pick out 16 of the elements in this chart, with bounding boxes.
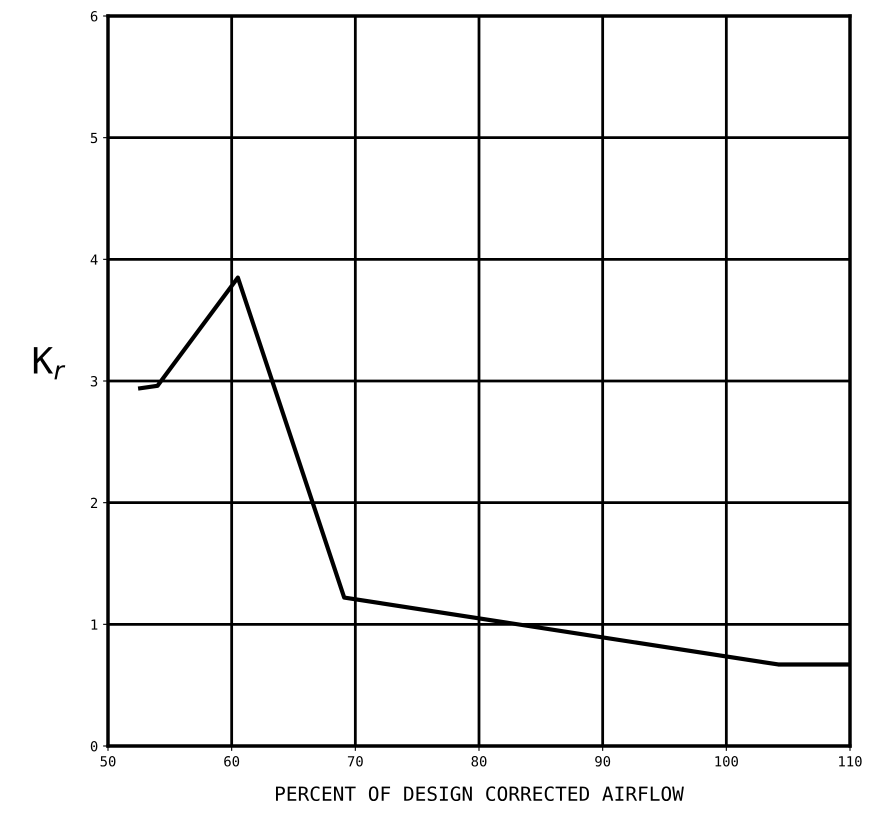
y-tick-label: 1	[92, 620, 98, 630]
y-tick-label: 3	[90, 376, 98, 387]
y-tick-label: 0	[90, 741, 98, 752]
x-tick-label: 100	[715, 756, 738, 767]
x-tick-label: 80	[472, 756, 486, 767]
y-tick-label: 6	[90, 11, 98, 22]
x-tick-label: 70	[348, 756, 363, 767]
y-axis-title: K$_{r}$	[34, 347, 66, 380]
x-axis-title: PERCENT OF DESIGN CORRECTED AIRFLOW	[276, 786, 684, 802]
x-tick-label: 90	[595, 756, 610, 767]
x-tick-label: 60	[224, 756, 240, 767]
x-tick-label: 50	[100, 756, 116, 767]
y-tick-label: 4	[90, 254, 98, 265]
y-tick-label: 5	[90, 132, 98, 144]
y-tick-label: 2	[90, 498, 98, 508]
x-tick-label: 110	[839, 756, 862, 767]
